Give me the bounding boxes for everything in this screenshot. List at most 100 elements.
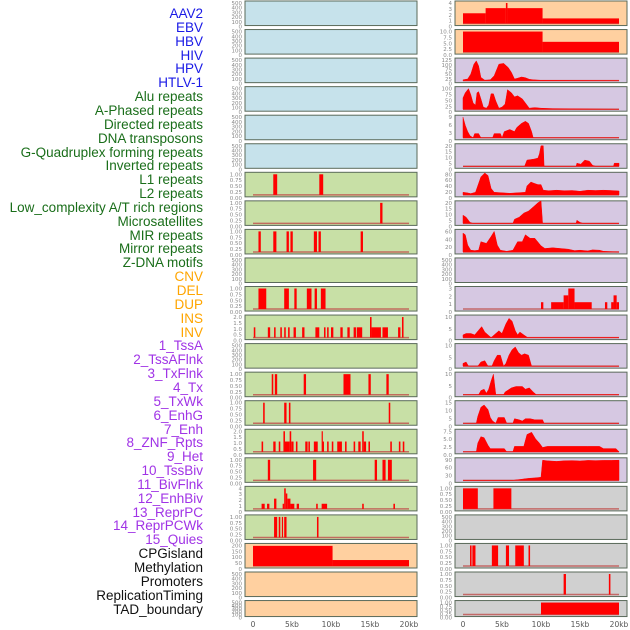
data-bar [353,441,356,452]
track-panel-right [454,485,628,512]
data-area [462,346,620,367]
data-bar [284,441,290,452]
y-tick-label: 0 [239,82,243,88]
y-tick-label: 200 [232,610,243,616]
y-tick-label: 400 [442,520,453,526]
data-bar [563,574,566,595]
data-area [462,459,620,481]
data-bar [315,327,320,338]
y-tick-label: 0.0 [233,339,242,345]
track-label: INS [180,310,203,326]
data-bar [611,302,614,310]
track-label: Z-DNA motifs [122,255,203,271]
y-tick-label: 10 [445,156,452,162]
y-tick-label: 300 [232,10,243,16]
data-bar [273,231,277,252]
data-bar [284,516,287,538]
y-tick-label: 2 [449,13,453,19]
y-tick-label: 1.00 [230,172,243,178]
data-bar [306,288,312,310]
track-label: HPV [175,61,203,77]
y-tick-label: 5 [449,327,453,333]
data-bar [574,302,592,310]
y-tick-label: 0.00 [440,510,453,516]
x-tick-label: 5kb [285,620,299,629]
data-bar [505,545,510,566]
y-tick-label: 200 [442,529,453,535]
x-tick-label: 0 [461,620,466,629]
data-area [462,60,620,81]
data-area [463,374,619,395]
data-bar [323,327,326,338]
data-bar [274,374,278,395]
data-bar [608,574,611,595]
y-tick-label: 1.5 [233,435,242,441]
track-panel-left [244,57,418,84]
y-tick-label: 80 [445,172,452,178]
data-bar [353,327,356,338]
data-bar [337,441,342,452]
data-bar [321,431,323,452]
y-tick-label: 1.00 [230,287,243,293]
y-tick-label: 0 [449,310,453,316]
y-tick-label: 0.00 [230,396,243,402]
data-area [462,404,620,424]
data-bar [515,545,524,566]
y-tick-label: 0 [449,224,453,230]
track-label: MIR repeats [129,227,203,243]
y-tick-label: 1.00 [440,572,453,578]
y-tick-label: 500 [442,515,453,521]
data-bar [261,441,264,452]
track-panel-left [244,200,418,226]
data-bar [316,516,319,538]
y-tick-label: 0.75 [230,292,243,298]
y-tick-label: 100 [442,87,453,93]
track-label: DNA transposons [97,130,203,146]
data-bar [320,288,326,310]
track-panel-right [454,257,628,284]
y-tick-label: 300 [442,524,453,530]
data-bar [258,231,261,252]
y-tick-label: 0.50 [230,241,243,247]
y-tick-label: 0.50 [230,470,243,476]
data-bar [318,231,321,252]
y-tick-label: 300 [232,68,243,74]
y-tick-label: 25 [445,104,452,110]
y-tick-label: 500 [232,344,243,350]
track-panel-left [244,114,418,141]
track-panel-right [454,57,628,84]
y-tick-label: 0 [449,367,453,373]
data-bar [347,327,350,338]
data-bar [368,441,370,452]
y-tick-label: 7.5 [443,35,452,41]
track-label: HTLV-1 [158,75,203,91]
y-tick-label: 0.25 [230,190,243,196]
y-tick-label: 9 [449,115,453,121]
y-tick-label: 400 [232,263,243,269]
y-tick-label: 1.00 [230,515,243,521]
data-bar [284,402,287,424]
y-tick-label: 300 [232,353,243,359]
y-tick-label: 0.75 [440,578,453,584]
track-label: 15_Quies [145,532,203,548]
y-tick-label: 0 [239,567,243,573]
data-area [462,88,620,110]
y-tick-label: 400 [232,6,243,12]
y-tick-label: 0.50 [230,412,243,418]
y-tick-label: 0.75 [440,604,453,610]
y-tick-label: 500 [232,144,243,150]
track-label: CPGisland [138,546,203,562]
y-tick-label: 300 [232,153,243,159]
y-tick-label: 200 [232,543,243,549]
track-label: HIV [180,47,203,63]
data-bar [362,431,364,452]
y-tick-label: 0.25 [230,304,243,310]
y-tick-label: 300 [232,96,243,102]
track-label: 11_BivFlnk [137,476,203,492]
y-tick-label: 0.50 [440,555,453,561]
y-tick-label: 1.00 [440,601,453,607]
y-tick-label: 100 [232,77,243,83]
data-bar [303,374,307,395]
y-tick-label: 0.00 [230,481,243,487]
